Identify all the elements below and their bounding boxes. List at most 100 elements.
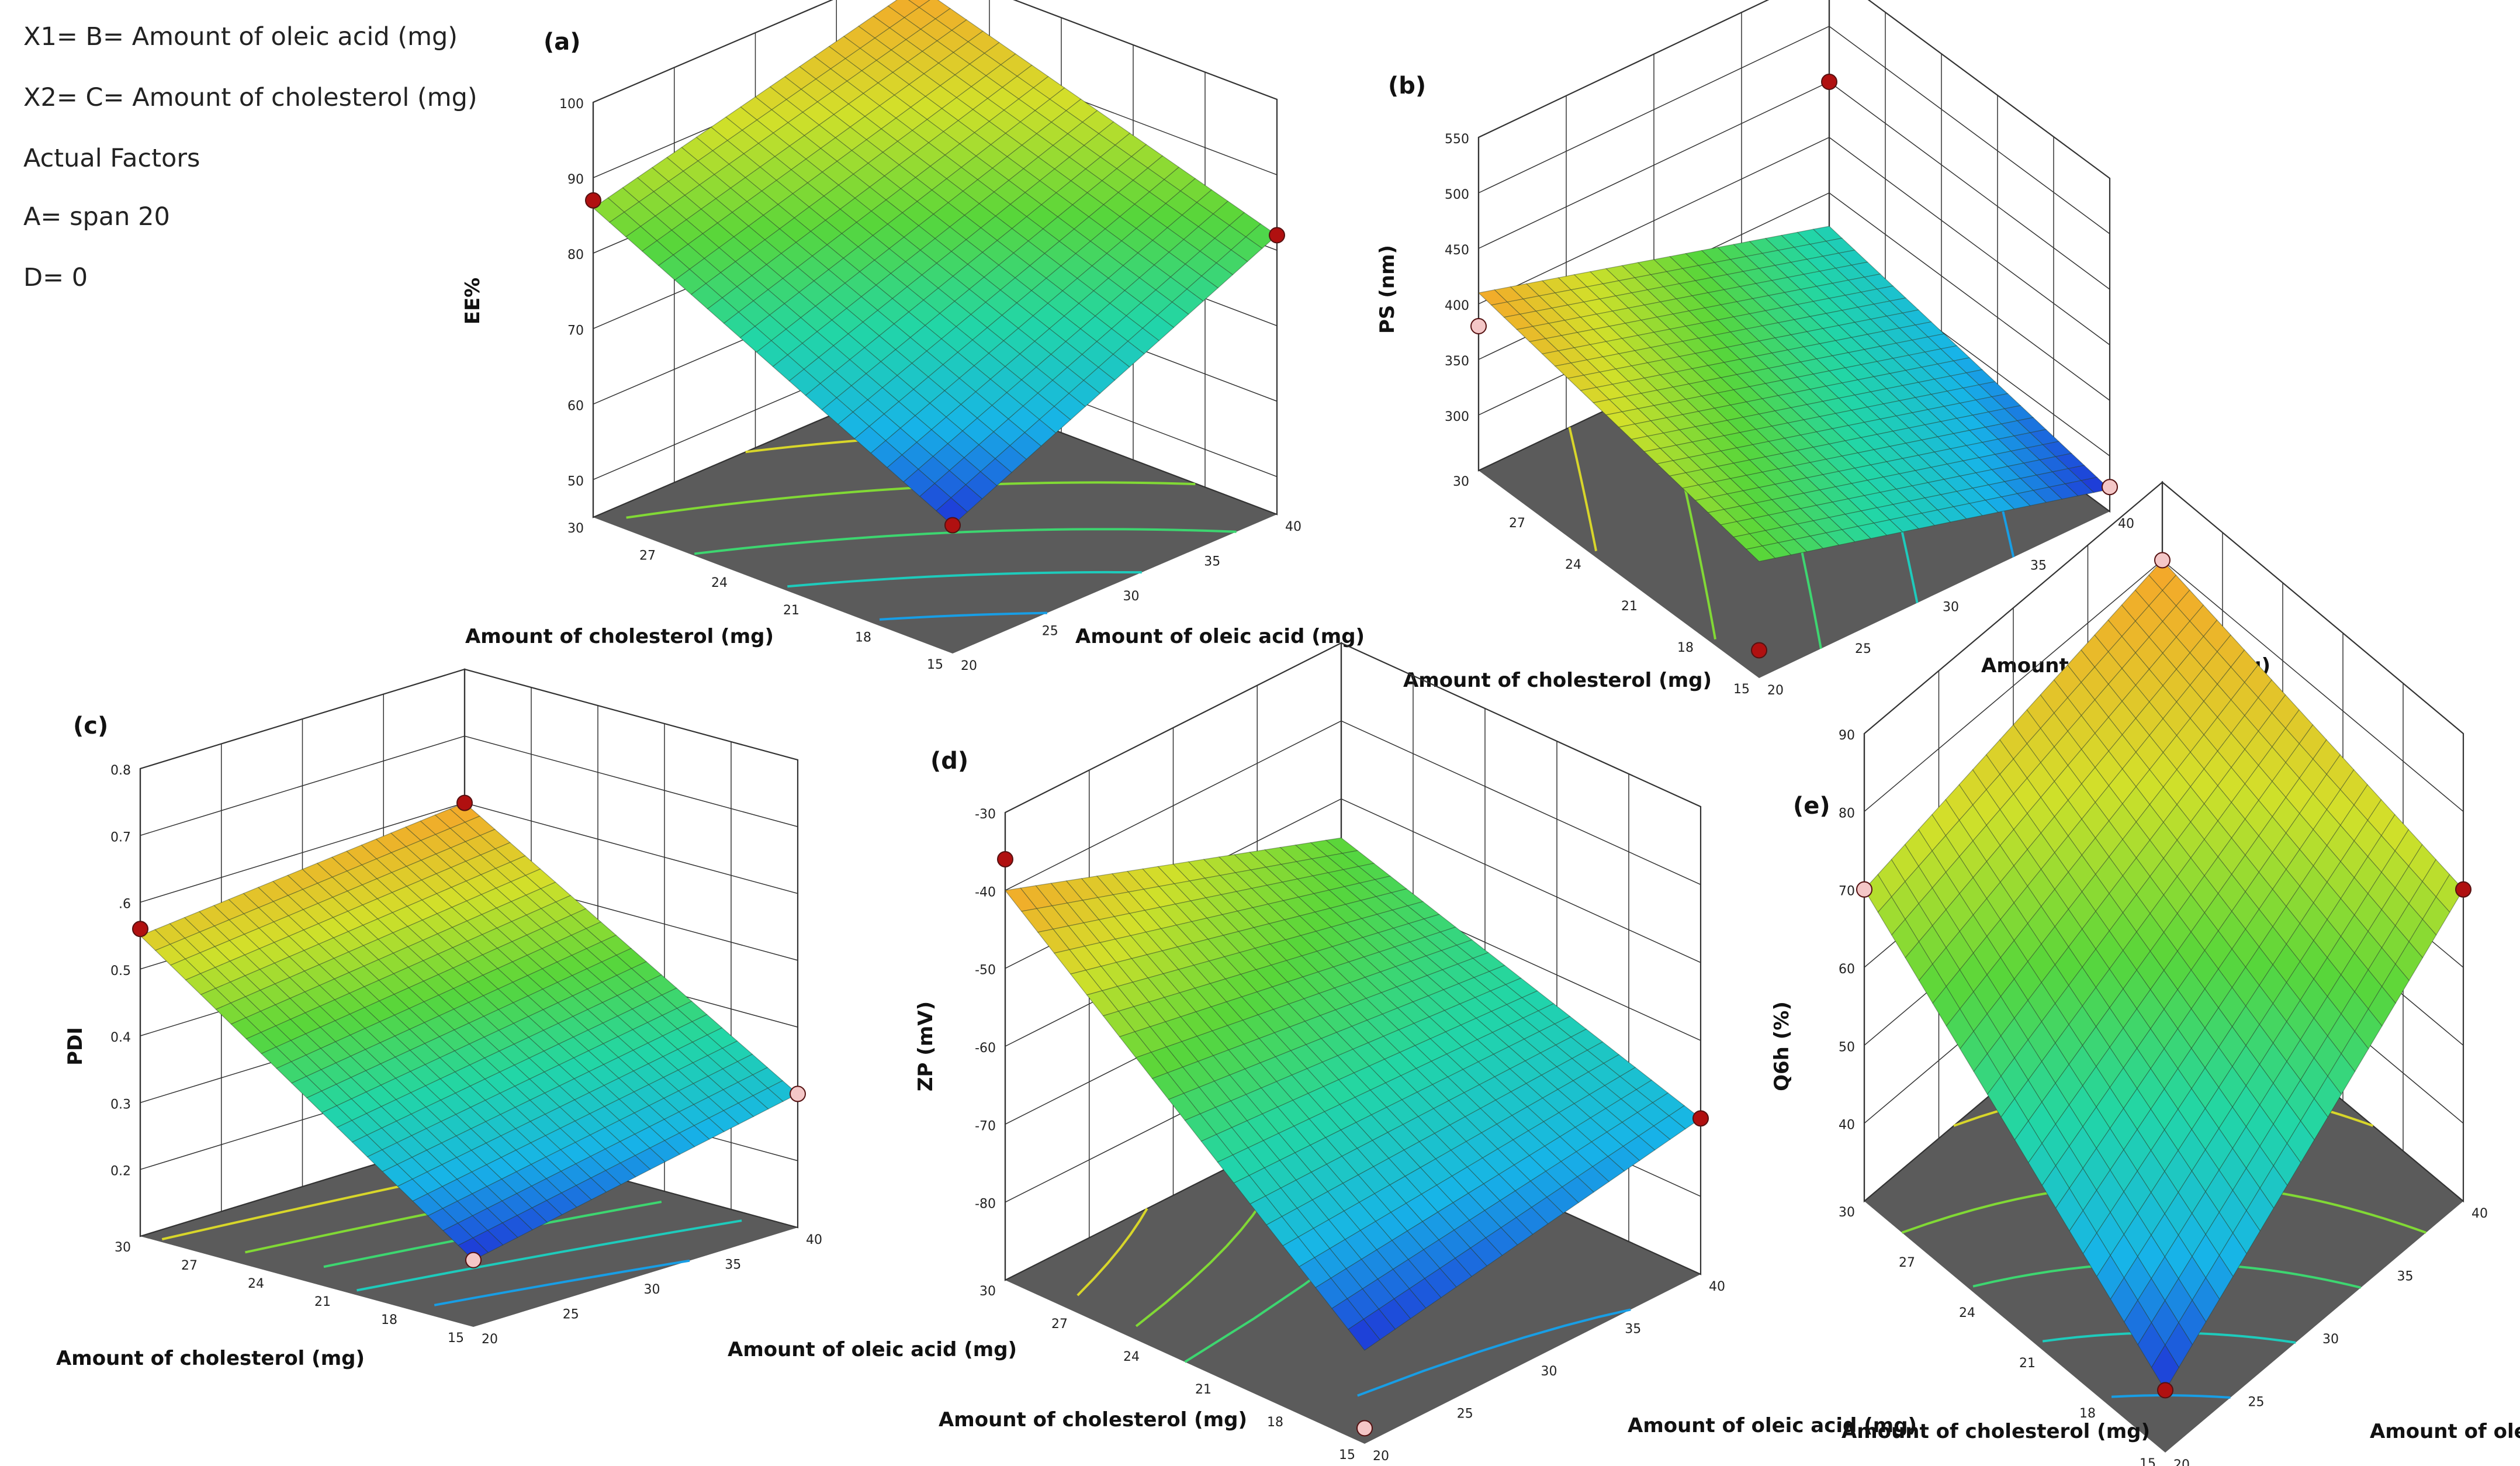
y-tick-label: 21 xyxy=(2019,1356,2036,1371)
surface-cell xyxy=(1790,404,1820,420)
surface-cell xyxy=(1583,371,1614,388)
x-tick-label: 35 xyxy=(725,1258,741,1273)
surface-cell xyxy=(1165,1041,1199,1068)
surface-cell xyxy=(1067,900,1100,924)
x-tick-label: 40 xyxy=(1709,1280,1725,1294)
surface-cell xyxy=(2069,1209,2097,1254)
surface-cell xyxy=(1675,295,1706,312)
z-tick-label: 60 xyxy=(1839,962,1855,977)
surface-cell xyxy=(586,981,618,1003)
wall-grid-line xyxy=(1005,642,1701,813)
surface-cell xyxy=(1050,880,1084,904)
x-tick-label: 20 xyxy=(1767,683,1784,698)
surface-cell xyxy=(890,39,923,63)
surface-cell xyxy=(276,1061,307,1084)
surface-cell xyxy=(376,892,408,913)
floor-contour-line xyxy=(787,571,1142,588)
design-point xyxy=(790,1085,806,1102)
surface-cell xyxy=(333,972,365,994)
surface-cell xyxy=(2327,1053,2356,1095)
surface-cell xyxy=(1023,156,1055,181)
surface-cell xyxy=(1131,954,1164,979)
surface-cell xyxy=(1774,480,1805,497)
panel-label: (c) xyxy=(73,713,108,739)
surface-cell xyxy=(1315,1277,1348,1309)
surface-cell xyxy=(1799,286,1830,302)
surface-cell xyxy=(1065,878,1099,901)
surface-cell xyxy=(317,897,349,918)
surface-panel: 300 350 400 450 500 550 20 25 30 35 40 15 18 21 24 27 30… xyxy=(1376,0,2270,698)
surface-cell xyxy=(458,1237,489,1261)
panel-label: (e) xyxy=(1793,793,1830,820)
surface-cell xyxy=(1099,938,1133,963)
surface-cell xyxy=(1825,529,1856,546)
surface-cell xyxy=(468,974,499,997)
surface-cell xyxy=(1098,354,1130,381)
wall-grid-line xyxy=(1005,720,1701,891)
y-tick-label: 24 xyxy=(1959,1306,1975,1320)
surface-cell xyxy=(1020,908,1054,933)
surface-cell xyxy=(882,375,915,402)
surface-cell xyxy=(1867,476,1897,493)
factor-d-label: D= 0 xyxy=(23,263,88,292)
surface-cell xyxy=(1119,1031,1152,1059)
floor-contour-line xyxy=(2111,1394,2231,1399)
factor-a-label: A= span 20 xyxy=(23,202,170,231)
y-axis-title: Amount of cholesterol (mg) xyxy=(465,625,774,648)
surface-cell xyxy=(983,264,1016,291)
design-point xyxy=(1269,227,1285,244)
surface-cell xyxy=(1189,877,1222,898)
surface-cell xyxy=(466,934,498,956)
x-tick-label: 25 xyxy=(1042,624,1058,639)
surface-cell xyxy=(1707,509,1738,525)
surface-cell xyxy=(1081,876,1114,898)
z-tick-label: -80 xyxy=(975,1197,996,1212)
y-tick-label: 18 xyxy=(855,630,871,645)
surface-cell xyxy=(2150,1170,2179,1215)
surface-cell xyxy=(1159,903,1193,926)
surface-cell xyxy=(527,988,559,1011)
surface-cell xyxy=(2435,874,2464,913)
surface-cell xyxy=(215,1002,247,1025)
design-point xyxy=(2455,881,2471,898)
surface-cell xyxy=(874,248,906,274)
surface-cell xyxy=(574,1135,606,1157)
y-tick-label: 30 xyxy=(1453,475,1469,489)
surface-cell xyxy=(830,58,863,82)
x-tick-label: 20 xyxy=(2173,1458,2190,1466)
surface-cell xyxy=(1214,224,1247,251)
surface-cell xyxy=(2203,717,2232,752)
surface-cell xyxy=(487,1222,518,1246)
floor-contour-line xyxy=(879,611,1047,621)
design-point xyxy=(2154,552,2171,569)
surface-cell xyxy=(1825,237,1856,254)
surface-cell xyxy=(617,1029,649,1051)
response-surface xyxy=(1477,226,2111,562)
surface-cell xyxy=(1885,458,1916,475)
z-tick-label: 300 xyxy=(1445,410,1469,424)
surface-cell xyxy=(1097,894,1130,917)
surface-cell xyxy=(470,1100,501,1122)
surface-cell xyxy=(2014,1120,2043,1164)
surface-cell xyxy=(511,914,542,936)
surface-cell xyxy=(526,928,558,949)
surface-cell xyxy=(1183,226,1216,252)
surface-cell xyxy=(1035,883,1068,907)
surface-cell xyxy=(544,1064,575,1087)
z-tick-label: 0.7 xyxy=(110,830,131,845)
response-surface xyxy=(1864,559,2464,1391)
surface-cell xyxy=(1877,896,1906,936)
floor-contour-line xyxy=(356,1219,742,1292)
surface-cell xyxy=(1212,200,1245,226)
surface-cell xyxy=(1180,178,1213,203)
surface-cell xyxy=(421,893,453,914)
wall-grid-line xyxy=(1478,0,2110,179)
surface-cell xyxy=(1101,986,1135,1012)
floor-contour-line xyxy=(694,528,1237,555)
surface-cell xyxy=(274,956,305,978)
surface-cell xyxy=(1905,513,1936,530)
x-tick-label: 30 xyxy=(1943,600,1959,615)
surface-cell xyxy=(456,1171,488,1195)
surface-cell xyxy=(303,943,335,966)
